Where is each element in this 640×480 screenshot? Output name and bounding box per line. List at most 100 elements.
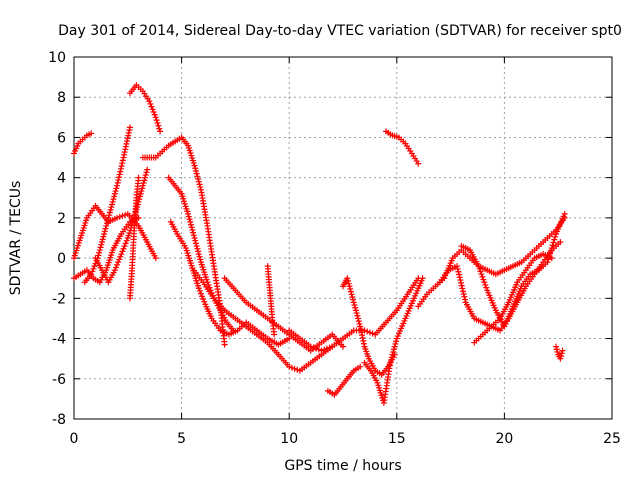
data-point <box>350 296 357 303</box>
data-point <box>108 204 115 211</box>
data-point <box>143 169 150 176</box>
data-point <box>122 211 129 218</box>
data-point <box>388 357 395 364</box>
series-arc-n <box>286 275 422 354</box>
data-point <box>140 180 147 187</box>
series-arc-o <box>324 363 364 398</box>
series-arc-m <box>264 263 278 338</box>
data-point <box>121 243 128 250</box>
series-arc-b <box>71 202 159 262</box>
data-point <box>291 365 298 372</box>
data-point <box>119 248 126 255</box>
data-point <box>147 100 154 107</box>
data-point <box>197 184 204 191</box>
data-point <box>95 252 102 259</box>
data-point <box>188 224 195 231</box>
data-point <box>104 217 111 224</box>
x-tick-label: 0 <box>70 431 79 447</box>
data-point <box>456 274 463 281</box>
data-point <box>193 243 200 250</box>
data-point <box>352 307 359 314</box>
data-point <box>111 193 118 200</box>
data-point <box>355 315 362 322</box>
series-arc-q <box>361 275 426 406</box>
data-point <box>187 221 194 228</box>
series-arc-i <box>165 174 237 334</box>
data-point <box>96 249 103 256</box>
data-point <box>389 351 396 358</box>
data-point <box>315 346 322 353</box>
data-point <box>195 176 202 183</box>
data-point <box>117 165 124 172</box>
data-point <box>116 256 123 263</box>
data-point <box>415 160 422 167</box>
data-point <box>152 114 159 121</box>
data-point <box>100 233 107 240</box>
data-point <box>391 343 398 350</box>
data-point <box>110 196 117 203</box>
data-point <box>313 345 320 352</box>
data-point <box>116 171 123 178</box>
data-point <box>199 293 206 300</box>
data-point <box>359 332 366 339</box>
data-point <box>271 331 278 338</box>
data-point <box>148 103 155 110</box>
data-point <box>151 111 158 118</box>
data-point <box>118 163 125 170</box>
data-point <box>456 271 463 278</box>
series-arc-v <box>471 251 555 346</box>
data-point <box>90 265 97 272</box>
x-tick-label: 5 <box>177 431 186 447</box>
data-point <box>326 344 333 351</box>
data-point <box>126 124 133 131</box>
data-point <box>196 287 203 294</box>
data-point <box>359 334 366 341</box>
data-point <box>144 166 151 173</box>
data-point <box>99 236 106 243</box>
y-tick-label: -6 <box>52 372 66 388</box>
data-point <box>387 359 394 366</box>
data-point <box>118 251 125 258</box>
x-axis-label: GPS time / hours <box>284 458 401 474</box>
data-point <box>136 193 143 200</box>
data-point <box>360 337 367 344</box>
data-point <box>96 247 103 254</box>
data-point <box>350 299 357 306</box>
data-point <box>360 340 367 347</box>
data-point <box>558 352 565 359</box>
data-point <box>187 218 194 225</box>
series-arc-d <box>81 124 133 286</box>
x-tick-label: 20 <box>495 431 513 447</box>
y-tick-label: 6 <box>57 130 66 146</box>
data-point <box>115 177 122 184</box>
data-point <box>135 174 142 181</box>
data-point <box>557 239 564 246</box>
plot-frame <box>73 56 613 420</box>
data-point <box>120 245 127 252</box>
data-point <box>150 108 157 115</box>
y-tick-label: 10 <box>48 50 66 66</box>
data-point <box>460 288 467 295</box>
data-point <box>119 157 126 164</box>
data-point <box>352 304 359 311</box>
data-point <box>192 237 199 244</box>
data-point <box>189 226 196 233</box>
data-marks <box>71 82 568 406</box>
data-point <box>139 182 146 189</box>
data-point <box>390 348 397 355</box>
data-point <box>346 283 353 290</box>
data-point <box>149 106 156 113</box>
data-point <box>481 279 488 286</box>
chart-title: Day 301 of 2014, Sidereal Day-to-day VTE… <box>58 23 622 39</box>
data-point <box>113 185 120 192</box>
x-tick-label: 25 <box>603 431 621 447</box>
data-point <box>458 279 465 286</box>
data-point <box>458 282 465 289</box>
data-point <box>310 344 317 351</box>
data-point <box>454 265 461 272</box>
data-point <box>349 293 356 300</box>
data-point <box>548 255 555 262</box>
data-point <box>122 240 129 247</box>
data-point <box>146 98 153 105</box>
data-point <box>156 125 163 132</box>
